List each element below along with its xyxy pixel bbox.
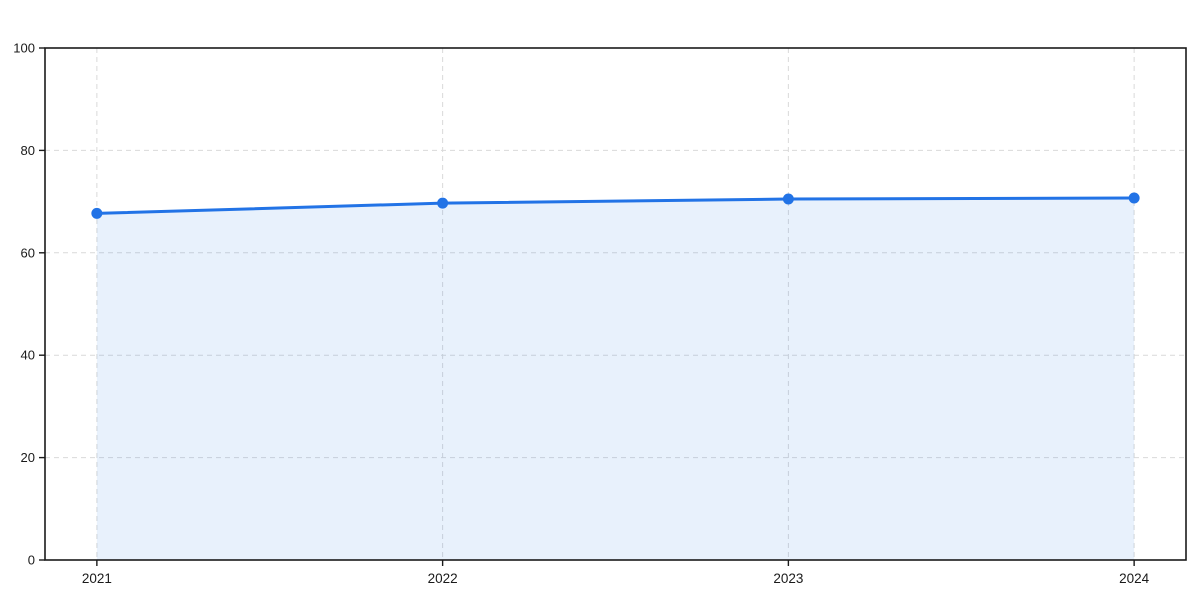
trend-line [95, 196, 1136, 215]
plot-border [44, 47, 1187, 561]
data-point-2024 [1128, 192, 1140, 204]
y-tick-label: 100 [13, 41, 35, 56]
x-tick-label: 2022 [428, 571, 458, 586]
area-fill [96, 198, 1135, 561]
y-tick-label: 20 [21, 450, 35, 465]
y-tick-label: 80 [21, 143, 35, 158]
y-tick-label: 0 [28, 553, 35, 568]
data-point-2021 [91, 207, 103, 219]
y-tick-label: 40 [21, 348, 35, 363]
x-tick-label: 2023 [773, 571, 803, 586]
x-tick-label: 2021 [82, 571, 112, 586]
data-point-2023 [782, 193, 794, 205]
x-tick-label: 2024 [1119, 571, 1150, 586]
y-tick-label: 60 [21, 245, 35, 260]
data-point-2022 [437, 197, 449, 209]
